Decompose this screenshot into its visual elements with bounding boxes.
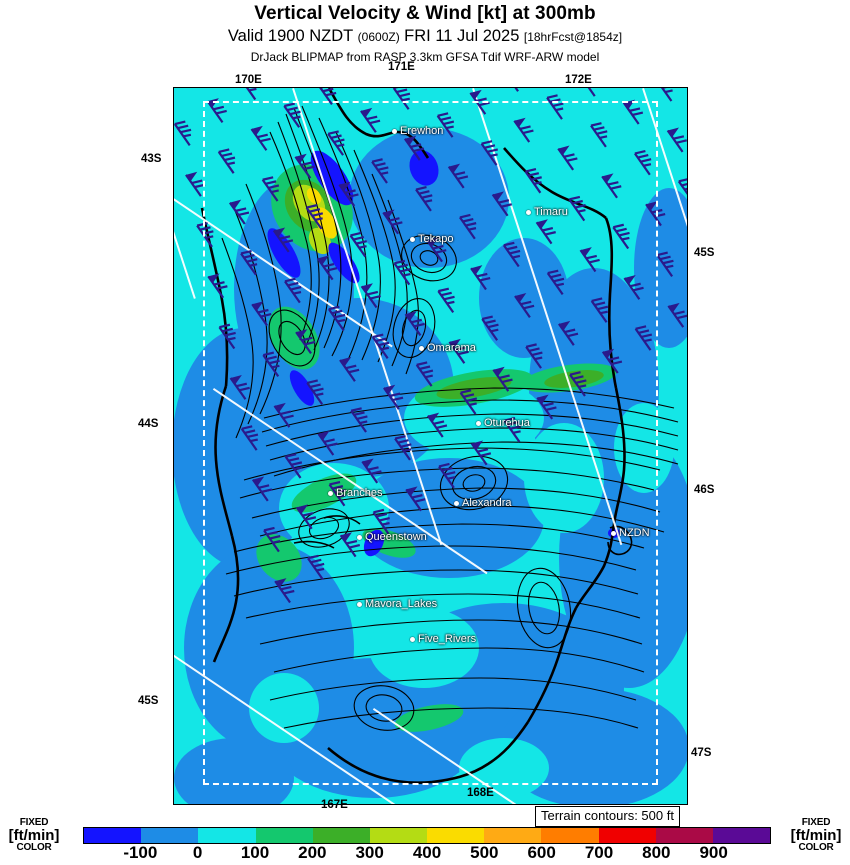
model-attribution: DrJack BLIPMAP from RASP 3.3km GFSA Tdif… [250, 50, 600, 64]
colorbar-segment-6 [427, 828, 485, 843]
colorbar-segment-5 [369, 828, 428, 843]
colorbar-tick: 800 [642, 843, 671, 862]
axis-tick-top: 171E [388, 61, 415, 73]
colorbar-segment-2 [198, 828, 256, 843]
city-dot-icon [410, 237, 415, 242]
city-label: Oturehua [484, 417, 530, 429]
city-marker-timaru[interactable]: Timaru [526, 207, 568, 218]
colorbar-tick: 300 [355, 843, 384, 862]
city-label: NZDN [619, 527, 650, 539]
colorbar-tick: -100 [123, 843, 158, 862]
city-label: Timaru [534, 206, 568, 218]
colorbar-tick: 100 [240, 843, 270, 862]
scale-label-right-units: [ft/min] [790, 827, 842, 844]
city-marker-alexandra[interactable]: Alexandra [454, 498, 512, 509]
terrain-contour-note: Terrain contours: 500 ft [535, 806, 680, 827]
city-marker-nzdn[interactable]: NZDN [611, 528, 650, 539]
city-label: Branches [336, 487, 383, 499]
city-marker-mavora_lakes[interactable]: Mavora_Lakes [357, 599, 437, 610]
city-marker-five_rivers[interactable]: Five_Rivers [410, 634, 476, 645]
colorbar-segment-3 [255, 828, 313, 843]
colorbar[interactable] [83, 827, 771, 844]
axis-tick-right: 47S [691, 747, 712, 759]
colorbar-segment-4 [312, 828, 370, 843]
city-dot-icon [328, 491, 333, 496]
colorbar-tick: 0 [192, 843, 203, 862]
page-title: Vertical Velocity & Wind [kt] at 300mb [254, 3, 596, 24]
city-marker-oturehua[interactable]: Oturehua [476, 418, 530, 429]
axis-tick-left: 43S [141, 153, 162, 165]
axis-tick-left: 44S [138, 418, 159, 430]
city-dot-icon [454, 501, 459, 506]
city-marker-erewhon[interactable]: Erewhon [392, 126, 443, 137]
axis-tick-top: 170E [235, 74, 262, 86]
city-marker-branches[interactable]: Branches [328, 488, 382, 499]
model-domain-box [203, 101, 658, 785]
colorbar-tick-labels: -100 0 100 200 300 400 500 600 700 800 900 [83, 843, 771, 865]
colorbar-tick: 700 [584, 843, 614, 862]
axis-tick-right: 46S [694, 484, 715, 496]
city-dot-icon [419, 346, 424, 351]
colorbar-segment-0 [84, 828, 142, 843]
axis-tick-bottom: 168E [467, 787, 494, 799]
city-dot-icon [526, 210, 531, 215]
axis-tick-bottom: 167E [321, 799, 348, 811]
city-label: Tekapo [418, 233, 454, 245]
city-marker-omarama[interactable]: Omarama [419, 343, 476, 354]
axis-tick-top: 172E [565, 74, 592, 86]
valid-time-nzdt: Valid 1900 NZDT [227, 27, 354, 45]
city-label: Queenstown [365, 531, 427, 543]
colorbar-tick: 200 [298, 843, 327, 862]
axis-tick-right: 45S [694, 247, 715, 259]
city-label: Five_Rivers [418, 633, 477, 645]
colorbar-segment-8 [541, 828, 599, 843]
valid-time-utc: (0600Z) [357, 30, 400, 44]
city-marker-tekapo[interactable]: Tekapo [410, 234, 453, 245]
scale-label-left-fixed: FIXED [19, 817, 49, 828]
colorbar-tick: 400 [412, 843, 442, 862]
forecast-map[interactable]: Erewhon Timaru Tekapo Omarama Oturehua Branch… [173, 87, 688, 805]
forecast-hour: [18hrFcst@1854z] [523, 30, 623, 44]
scale-label-left: FIXED [ft/min] COLOR [2, 818, 66, 853]
valid-date: FRI 11 Jul 2025 [404, 27, 520, 45]
scale-label-left-color: COLOR [16, 842, 52, 853]
scale-label-right-color: COLOR [798, 842, 834, 853]
city-label: Alexandra [462, 497, 512, 509]
colorbar-segment-1 [141, 828, 199, 843]
valid-time-line: Valid 1900 NZDT (0600Z) FRI 11 Jul 2025 … [0, 26, 850, 48]
scale-label-right: FIXED [ft/min] COLOR [784, 818, 848, 853]
city-dot-icon [611, 531, 616, 536]
axis-tick-left: 45S [138, 695, 159, 707]
title-block: Vertical Velocity & Wind [kt] at 300mb V… [0, 0, 850, 65]
map-inner: Erewhon Timaru Tekapo Omarama Oturehua Branch… [174, 88, 687, 804]
scale-label-right-fixed: FIXED [801, 817, 831, 828]
city-dot-icon [410, 637, 415, 642]
city-marker-queenstown[interactable]: Queenstown [357, 532, 427, 543]
colorbar-segment-10 [655, 828, 713, 843]
colorbar-tick: 600 [527, 843, 556, 862]
colorbar-segment-9 [598, 828, 656, 843]
city-label: Erewhon [400, 125, 444, 137]
colorbar-tick: 900 [699, 843, 728, 862]
colorbar-tick: 500 [470, 843, 499, 862]
city-dot-icon [357, 602, 362, 607]
colorbar-segment-11 [712, 828, 771, 843]
city-dot-icon [392, 129, 397, 134]
city-dot-icon [476, 421, 481, 426]
terrain-contours [200, 88, 679, 785]
scale-label-left-units: [ft/min] [8, 827, 60, 844]
city-dot-icon [357, 535, 362, 540]
city-label: Omarama [427, 342, 476, 354]
colorbar-segment-7 [484, 828, 542, 843]
city-label: Mavora_Lakes [365, 598, 438, 610]
